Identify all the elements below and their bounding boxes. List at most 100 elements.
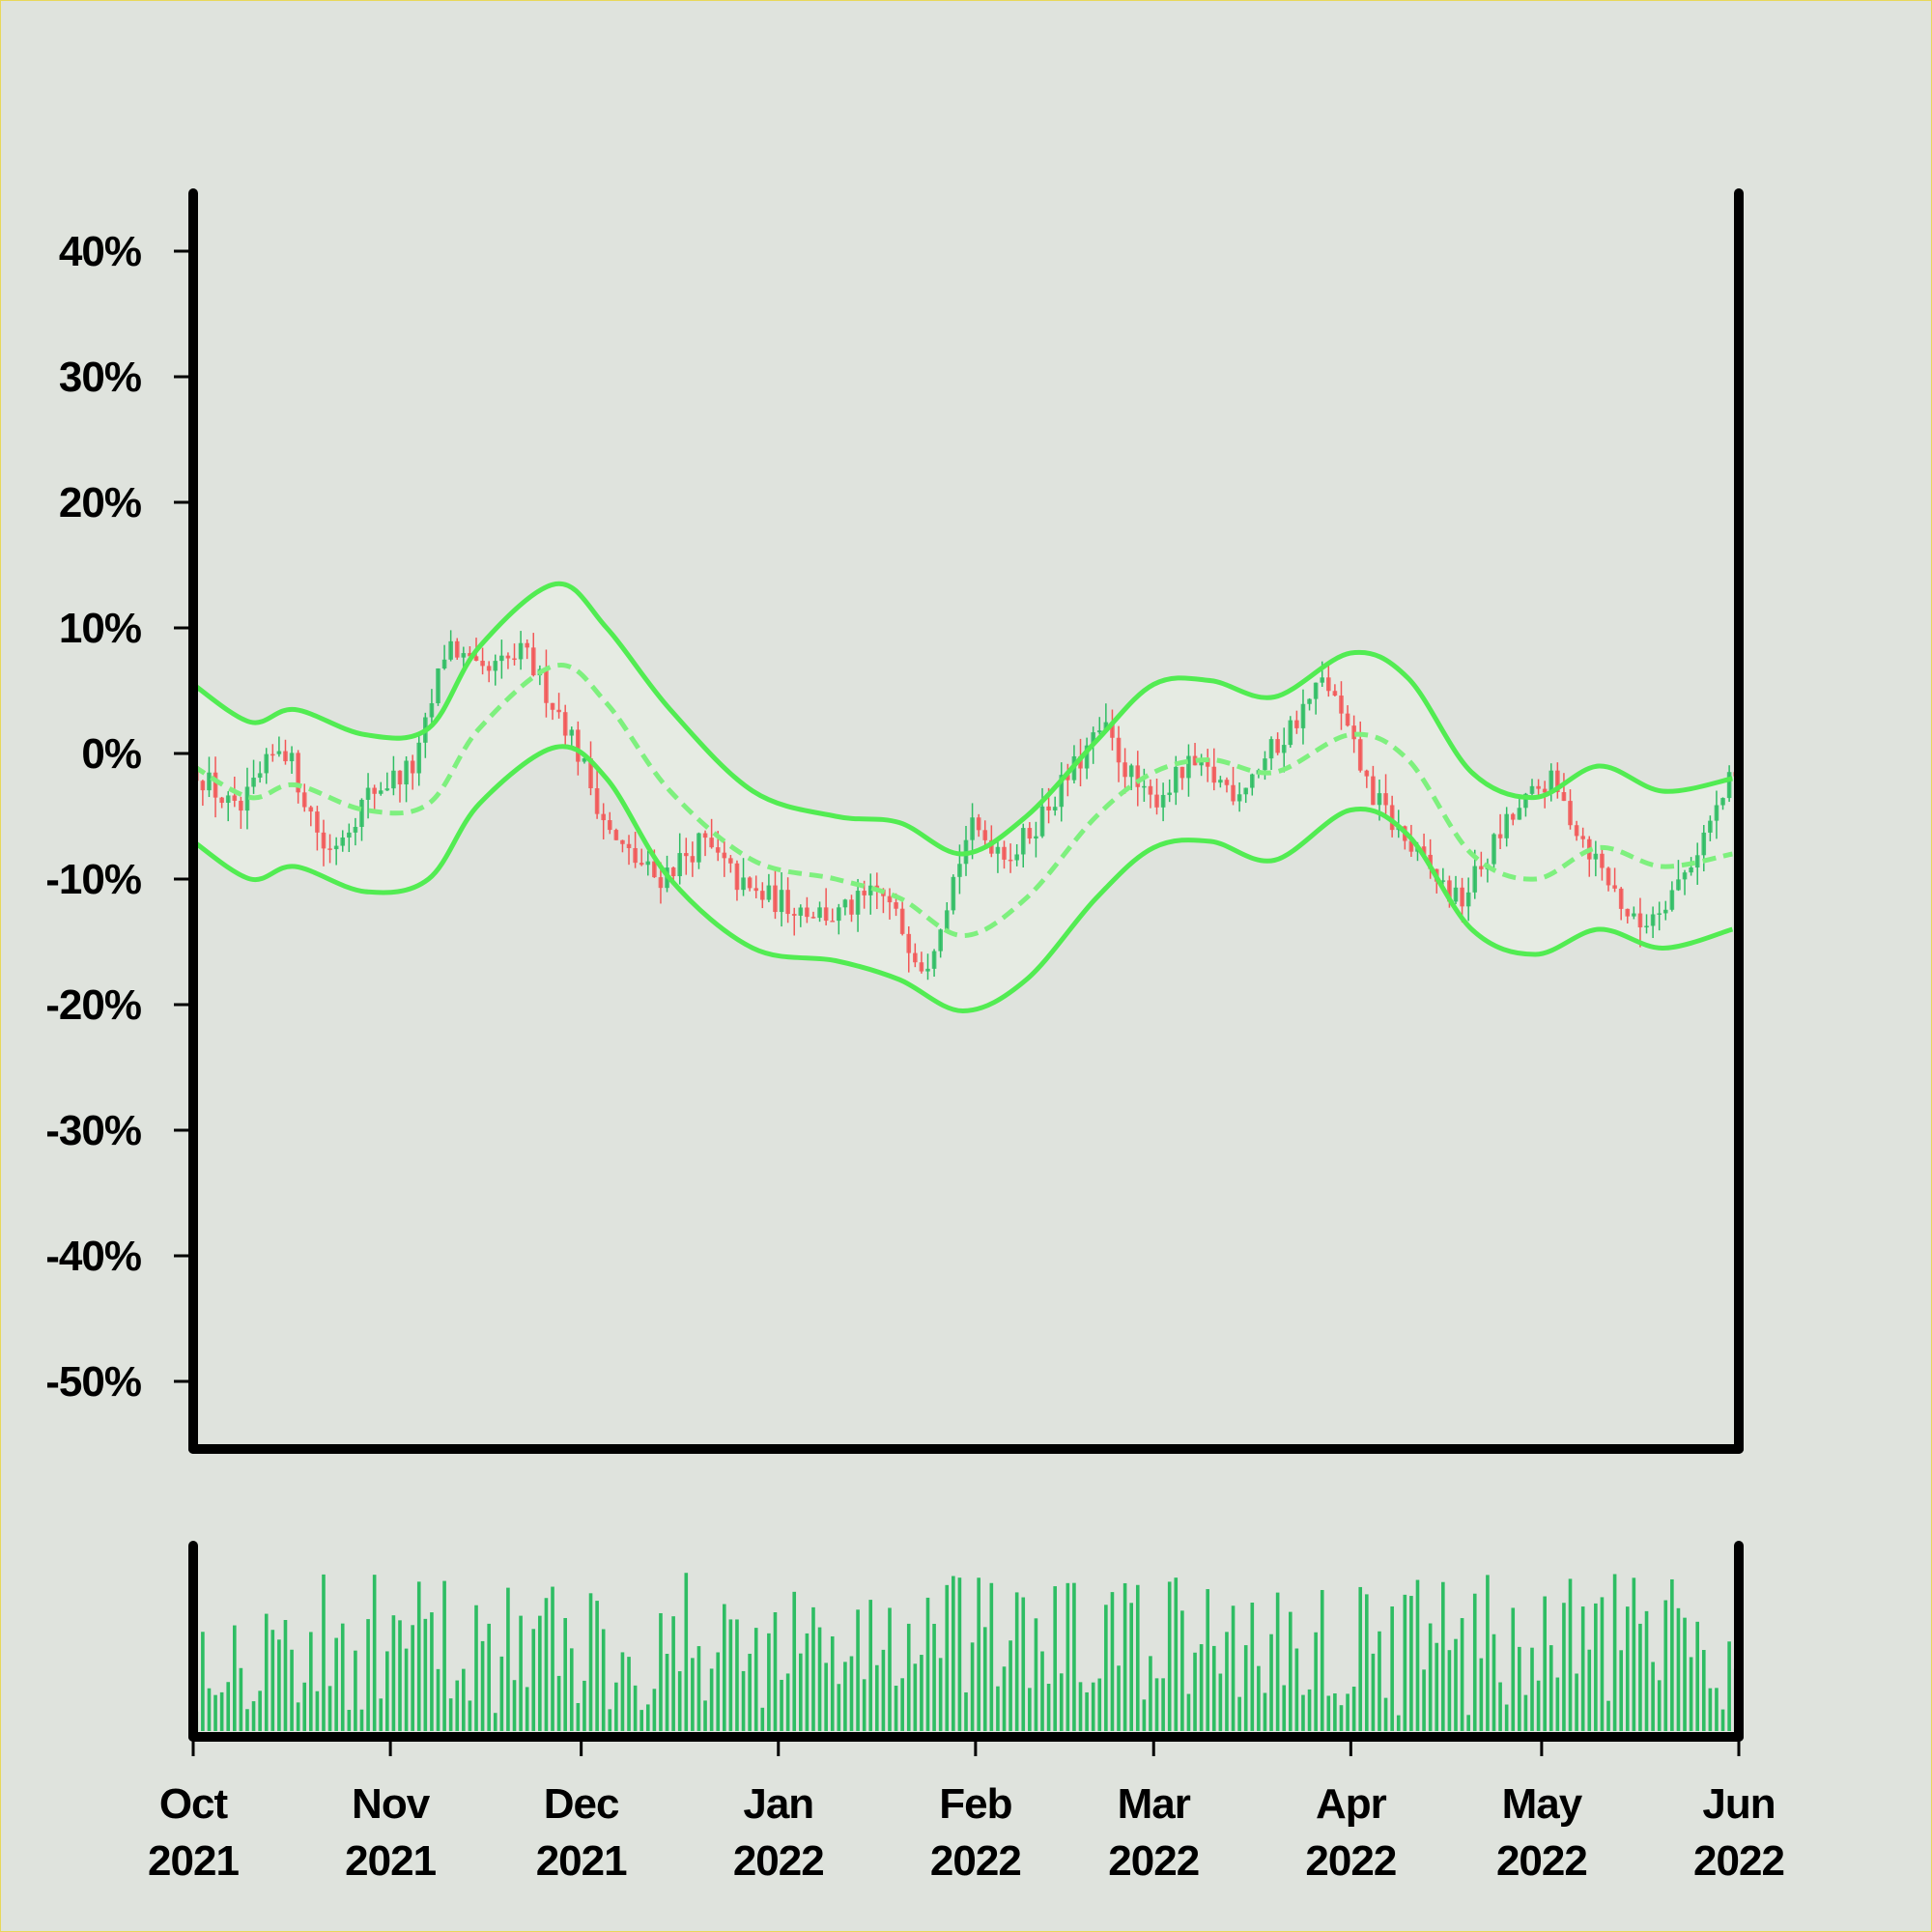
- volume-bar: [569, 1648, 574, 1731]
- candle: [823, 888, 829, 925]
- candle-body: [296, 753, 300, 793]
- candle-body: [582, 758, 587, 762]
- volume-bar: [652, 1689, 657, 1731]
- candle: [594, 769, 600, 819]
- candle: [899, 901, 905, 936]
- candle: [1008, 843, 1013, 873]
- candle-body: [1472, 866, 1478, 893]
- volume-bar: [512, 1680, 517, 1731]
- candle: [1574, 820, 1579, 841]
- volume-bar: [1498, 1682, 1502, 1731]
- candle-body: [753, 888, 759, 892]
- candle: [1529, 779, 1535, 796]
- volume-bar: [989, 1582, 994, 1731]
- volume-bar: [1638, 1623, 1642, 1731]
- volume-bar: [270, 1630, 275, 1731]
- candle-body: [766, 885, 772, 900]
- candle-body: [1625, 908, 1631, 917]
- candle: [1294, 710, 1299, 734]
- candle-body: [448, 640, 453, 660]
- candle: [1332, 684, 1338, 696]
- volume-bar: [322, 1574, 326, 1731]
- y-tick-label: -10%: [45, 856, 141, 903]
- candle: [359, 798, 364, 841]
- candle-body: [620, 839, 625, 844]
- candle-body: [1536, 785, 1541, 789]
- candle: [441, 644, 447, 670]
- candle-body: [791, 914, 797, 916]
- candle-body: [1128, 765, 1134, 778]
- volume-bar: [1504, 1704, 1509, 1731]
- volume-bar: [1479, 1658, 1484, 1731]
- candle-body: [957, 864, 962, 877]
- volume-bar: [1263, 1692, 1267, 1731]
- volume-bar: [792, 1591, 797, 1731]
- volume-bar: [1486, 1575, 1490, 1731]
- candle-body: [1542, 788, 1548, 793]
- candle-body: [512, 658, 517, 661]
- x-tick-month: Feb: [939, 1780, 1011, 1828]
- candle-body: [1039, 806, 1045, 837]
- candle: [1701, 825, 1707, 872]
- volume-bar: [1441, 1581, 1445, 1731]
- candle: [683, 838, 689, 875]
- candle: [1142, 768, 1147, 802]
- candle: [1078, 738, 1083, 787]
- candle-body: [1034, 836, 1038, 839]
- candle-body: [283, 751, 288, 762]
- candle: [550, 702, 555, 721]
- candle-body: [1561, 792, 1567, 802]
- volume-bar: [1676, 1607, 1681, 1731]
- candle-body: [1313, 682, 1319, 699]
- candle-body: [530, 647, 536, 676]
- volume-bar: [1174, 1577, 1179, 1731]
- volume-bar: [207, 1688, 212, 1731]
- candle-body: [1078, 755, 1083, 769]
- candle: [556, 693, 561, 719]
- candle: [1625, 908, 1631, 923]
- candle: [461, 646, 467, 668]
- volume-bar: [696, 1646, 701, 1731]
- volume-bar: [1511, 1607, 1516, 1731]
- candle-body: [232, 795, 238, 801]
- volume-bar: [1606, 1700, 1610, 1731]
- candle-body: [1046, 806, 1051, 810]
- candle-body: [810, 917, 816, 919]
- candle-body: [1421, 846, 1427, 855]
- candle-body: [518, 642, 524, 660]
- candle: [702, 830, 708, 857]
- volume-bar: [1365, 1594, 1369, 1731]
- candle-body: [817, 907, 822, 919]
- candle-body: [493, 661, 498, 671]
- candle: [486, 661, 492, 683]
- candlestick-series: [193, 630, 1739, 980]
- candle: [747, 876, 753, 892]
- volume-bar: [327, 1686, 332, 1731]
- volume-bar: [1543, 1596, 1547, 1731]
- volume-bar: [499, 1656, 504, 1731]
- volume-bar: [952, 1576, 955, 1731]
- candle-body: [913, 952, 918, 963]
- candle: [601, 803, 606, 839]
- candle: [805, 896, 810, 923]
- candle-body: [715, 847, 721, 853]
- candle-body: [867, 885, 873, 895]
- candle-body: [1008, 859, 1013, 862]
- candle: [1479, 851, 1484, 877]
- volume-bar: [1594, 1603, 1598, 1731]
- candle-body: [1497, 834, 1503, 838]
- candle: [931, 949, 937, 978]
- candle: [1351, 715, 1356, 753]
- volume-bar: [888, 1607, 892, 1731]
- candle-body: [576, 729, 581, 762]
- y-tick-label: 10%: [59, 605, 141, 652]
- volume-bar: [1715, 1688, 1719, 1731]
- candle: [365, 773, 371, 819]
- volume-bar: [556, 1675, 561, 1731]
- volume-bar: [1072, 1582, 1076, 1731]
- candle: [970, 803, 975, 860]
- candle: [1364, 769, 1370, 788]
- volume-bars: [194, 1573, 1738, 1731]
- volume-bar: [226, 1682, 231, 1731]
